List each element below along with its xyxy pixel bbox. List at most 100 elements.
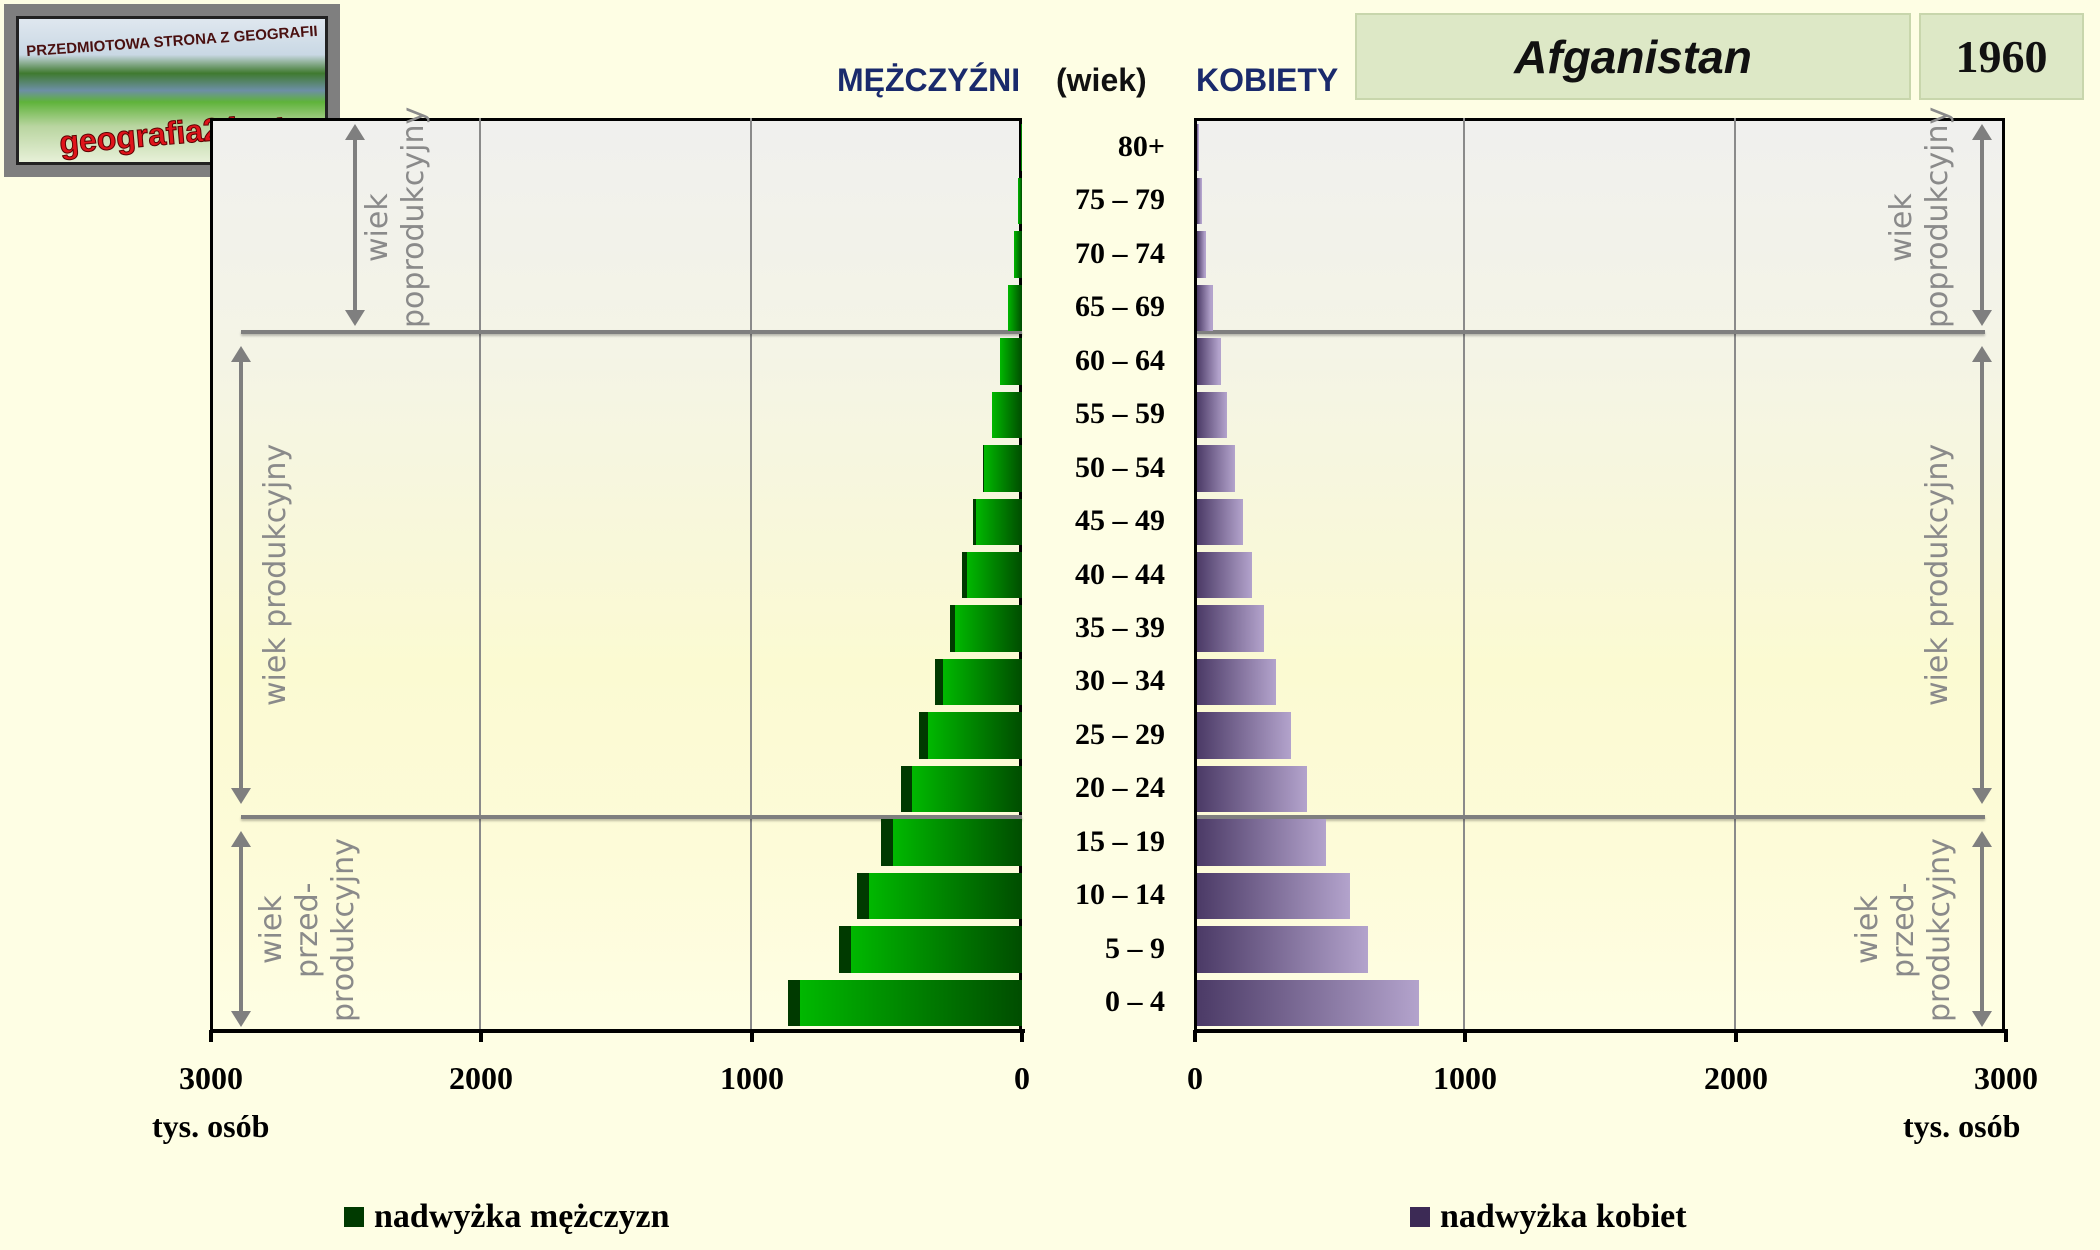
label-line: poprodukcyjny [1920, 106, 1955, 328]
age-label: 40 – 44 [1075, 557, 1165, 591]
x-axis-right [1194, 1029, 2008, 1033]
tick-label: 2000 [449, 1060, 513, 1096]
tick [750, 1030, 754, 1042]
tick-label: 1000 [720, 1060, 784, 1096]
male-bar [799, 979, 1022, 1027]
legend-label: nadwyżka kobiet [1440, 1198, 1687, 1235]
label-working-age: wiek produkcyjny [258, 350, 294, 800]
x-axis-left [210, 1029, 1025, 1033]
double-arrow-icon [345, 124, 365, 326]
tick [1463, 1030, 1467, 1042]
legend-male-excess: nadwyżka mężczyzn [344, 1198, 670, 1236]
female-bar [1197, 765, 1308, 813]
male-excess-bar [881, 819, 893, 866]
year-box: 1960 [1919, 13, 2084, 100]
female-excess-bar [1219, 338, 1221, 385]
female-bar [1197, 712, 1292, 759]
female-bar [1197, 338, 1220, 385]
men-header: MĘŻCZYŹNI [837, 62, 1021, 98]
site-logo[interactable]: PRZEDMIOTOWA STRONA Z GEOGRAFII geografi… [4, 4, 340, 177]
male-excess-bar [787, 979, 800, 1027]
age-label: 5 – 9 [1105, 931, 1165, 965]
legend-label: nadwyżka mężczyzn [374, 1198, 670, 1235]
gridline [1463, 118, 1465, 1032]
female-bar [1197, 284, 1212, 332]
tick [479, 1030, 483, 1042]
age-label: 50 – 54 [1075, 450, 1165, 484]
female-bar [1197, 605, 1264, 652]
label-line: produkcyjny [326, 838, 361, 1022]
label-line: wiek [254, 895, 289, 965]
female-bar [1197, 445, 1236, 492]
male-bar [942, 658, 1022, 706]
gridline [1734, 118, 1736, 1032]
tick-label: 1000 [1433, 1060, 1497, 1096]
label-working-age: wiek produkcyjny [1920, 350, 1956, 800]
male-excess-bar [934, 658, 943, 706]
male-bar [1018, 177, 1022, 225]
legend-swatch [344, 1207, 364, 1227]
female-bar [1197, 926, 1369, 973]
label-line: wiek produkcyjny [258, 443, 293, 707]
age-label: 15 – 19 [1075, 824, 1165, 858]
age-label: 55 – 59 [1075, 397, 1165, 431]
label-line: poprodukcyjny [396, 106, 431, 328]
female-bar [1197, 551, 1253, 599]
age-group-divider [1197, 330, 1985, 334]
male-bar [892, 819, 1022, 866]
male-excess-bar [972, 498, 976, 546]
age-label: 70 – 74 [1075, 236, 1165, 270]
male-excess-bar [918, 712, 928, 759]
age-label: 80+ [1117, 129, 1165, 163]
tick [1020, 1030, 1024, 1042]
male-bar [850, 926, 1022, 973]
women-header: KOBIETY [1196, 62, 1339, 98]
age-label: 20 – 24 [1075, 771, 1165, 805]
tick-label: 2000 [1704, 1060, 1768, 1096]
female-bar [1197, 872, 1350, 920]
tick-label: 0 [1187, 1060, 1203, 1096]
male-bar [927, 712, 1022, 759]
age-label: 30 – 34 [1075, 664, 1165, 698]
x-axis-unit-right: tys. osób [1903, 1108, 2021, 1144]
male-bar [991, 391, 1022, 439]
male-excess-bar [857, 872, 869, 920]
male-bar [1007, 284, 1022, 332]
male-excess-bar [982, 445, 984, 492]
logo-tagline: PRZEDMIOTOWA STRONA Z GEOGRAFII [25, 22, 319, 61]
label-line: wiek produkcyjny [1920, 443, 1955, 707]
label-line: wiek [1850, 895, 1885, 965]
label-pre-working-age: wiek przed- produkcyjny [1850, 835, 1958, 1025]
label-line: wiek [1884, 193, 1919, 263]
label-line: przed- [1886, 882, 1921, 978]
label-line: wiek [360, 193, 395, 263]
female-bar [1197, 177, 1201, 225]
age-group-divider [241, 815, 1022, 819]
female-bar [1197, 819, 1327, 866]
male-bar [1013, 231, 1022, 278]
female-excess-bar [1211, 284, 1213, 332]
female-bar [1197, 979, 1420, 1027]
age-header: (wiek) [1056, 62, 1147, 98]
gridline [750, 118, 752, 1032]
label-post-working-age: wiek poprodukcyjny [1884, 106, 1956, 328]
age-label: 65 – 69 [1075, 290, 1165, 324]
double-arrow-icon [1972, 124, 1992, 326]
male-excess-bar [839, 926, 851, 973]
age-label: 35 – 39 [1075, 610, 1165, 644]
female-bar [1197, 231, 1206, 278]
double-arrow-icon [231, 831, 251, 1027]
tick [2004, 1030, 2008, 1042]
male-bar [955, 605, 1022, 652]
label-line: przed- [290, 882, 325, 978]
label-post-working-age: wiek poprodukcyjny [360, 106, 432, 328]
female-bar [1197, 658, 1277, 706]
age-label: 0 – 4 [1105, 985, 1165, 1019]
female-bar [1197, 391, 1228, 439]
label-line: produkcyjny [1922, 838, 1957, 1022]
tick-label: 3000 [1974, 1060, 2038, 1096]
tick [209, 1030, 213, 1042]
legend-swatch [1410, 1207, 1430, 1227]
female-excess-bar [1205, 231, 1207, 278]
tick-label: 3000 [179, 1060, 243, 1096]
